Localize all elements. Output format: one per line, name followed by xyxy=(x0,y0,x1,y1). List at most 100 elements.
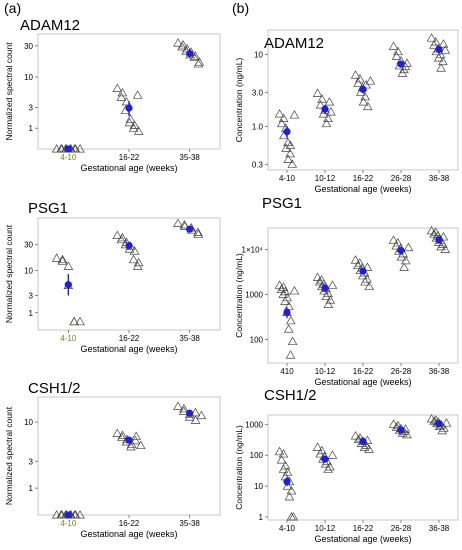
x-tick-label: 410 xyxy=(280,367,294,376)
mean-marker xyxy=(125,104,133,112)
data-point xyxy=(278,464,289,473)
data-point xyxy=(353,78,363,87)
x-tick-label: 16-22 xyxy=(353,524,374,533)
data-point xyxy=(283,324,294,333)
data-point xyxy=(350,255,361,264)
plot-frame xyxy=(267,227,459,364)
chart-b2: PSG1 Concentration (ng/mL) Gestational age… xyxy=(234,195,459,387)
mean-marker xyxy=(359,267,367,275)
mean-marker xyxy=(64,145,72,153)
mean-marker xyxy=(283,308,291,316)
plot-frame xyxy=(37,217,221,331)
data-point xyxy=(130,435,141,445)
x-tick-label: 10-12 xyxy=(315,174,336,183)
data-point xyxy=(441,418,452,427)
data-point xyxy=(286,512,297,521)
data-point xyxy=(196,410,207,420)
data-point xyxy=(179,221,190,230)
x-tick-label: 4-10 xyxy=(60,519,77,528)
data-point xyxy=(287,336,298,346)
data-point xyxy=(429,40,439,49)
y-tick-label: 3.0 xyxy=(252,88,264,97)
data-point xyxy=(193,227,203,236)
data-point xyxy=(75,510,85,519)
data-point xyxy=(429,229,439,238)
mean-marker xyxy=(186,409,194,417)
x-axis-label: Gestational age (weeks) xyxy=(80,163,177,173)
data-point xyxy=(397,68,408,77)
data-point xyxy=(278,449,289,458)
data-point xyxy=(286,485,297,495)
data-point xyxy=(350,70,361,79)
data-point xyxy=(326,107,336,116)
y-tick-label: 1000 xyxy=(245,290,263,299)
y-tick-label: 1 xyxy=(29,124,34,133)
data-point xyxy=(276,455,287,464)
mean-marker xyxy=(435,45,443,54)
data-point xyxy=(63,261,74,270)
x-tick-label: 26-28 xyxy=(391,367,412,376)
y-tick-label: 10 xyxy=(24,73,33,82)
y-axis-label: Concentration (ng/mL) xyxy=(234,58,244,143)
data-point xyxy=(128,123,139,132)
data-point xyxy=(396,252,407,261)
mean-marker xyxy=(359,85,367,93)
data-point xyxy=(438,56,448,66)
data-point xyxy=(274,109,285,118)
data-point xyxy=(360,277,370,286)
panel-label-b: (b) xyxy=(232,0,249,16)
x-tick-label: 16-22 xyxy=(119,334,140,343)
data-point xyxy=(131,431,141,440)
y-tick-label: 3 xyxy=(29,457,34,466)
mean-marker xyxy=(435,236,443,244)
data-point xyxy=(283,154,294,163)
data-point xyxy=(327,450,338,459)
data-point xyxy=(312,272,323,281)
y-tick-label: 30 xyxy=(24,241,33,250)
y-tick-label: 10 xyxy=(254,51,263,60)
mean-marker xyxy=(125,436,133,444)
data-point xyxy=(126,441,136,451)
y-tick-label: 1 xyxy=(259,513,264,522)
chart-b1: ADAM12 Concentration (ng/mL) Gestational a… xyxy=(234,29,459,194)
data-point xyxy=(285,140,296,149)
data-point xyxy=(69,316,79,326)
data-point xyxy=(391,241,401,250)
x-tick-label: 26-28 xyxy=(391,174,412,183)
data-point xyxy=(179,403,189,413)
panel-label-a: (a) xyxy=(4,0,21,16)
data-point xyxy=(57,254,68,264)
mean-marker xyxy=(283,477,291,486)
chart-title: PSG1 xyxy=(28,200,68,217)
x-axis-label: Gestational age (weeks) xyxy=(314,534,411,544)
data-point xyxy=(312,442,323,451)
data-point xyxy=(438,232,449,241)
mean-marker xyxy=(186,225,194,233)
data-point xyxy=(436,241,446,251)
mean-marker xyxy=(125,241,133,250)
data-point xyxy=(173,401,183,410)
data-point xyxy=(112,83,123,92)
data-point xyxy=(440,45,451,54)
data-point xyxy=(133,257,144,267)
data-point xyxy=(321,118,332,128)
mean-marker xyxy=(397,246,405,255)
data-point xyxy=(437,425,447,435)
y-tick-label: 1.0 xyxy=(252,123,264,132)
data-point xyxy=(178,406,189,415)
y-axis-label: Normalized spectral count xyxy=(4,42,14,141)
data-point xyxy=(402,429,412,439)
chart-title: CSH1/2 xyxy=(264,387,317,404)
x-tick-label: 16-22 xyxy=(353,174,374,183)
chart-a3: CSH1/2 Normalized spectral count Gestation… xyxy=(4,380,221,539)
charts: ADAM12 Normalized spectral count Gestation… xyxy=(4,17,459,544)
data-point xyxy=(112,230,123,239)
x-tick-label: 26-28 xyxy=(391,524,412,533)
data-point xyxy=(388,235,399,244)
data-point xyxy=(289,286,300,295)
y-tick-label: 100 xyxy=(250,451,264,460)
data-point xyxy=(401,255,411,265)
data-point xyxy=(135,440,146,450)
data-point xyxy=(285,148,295,158)
